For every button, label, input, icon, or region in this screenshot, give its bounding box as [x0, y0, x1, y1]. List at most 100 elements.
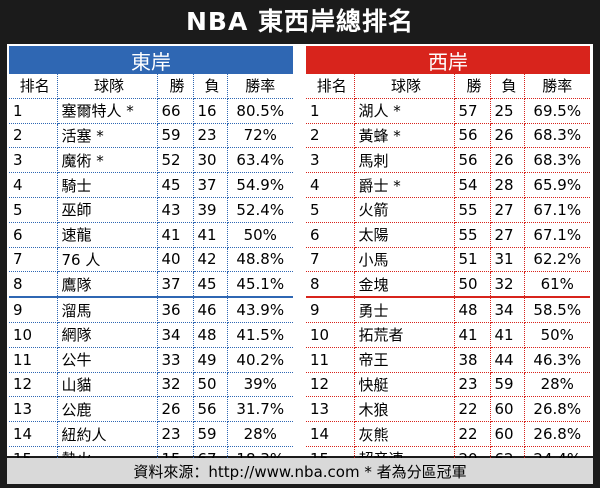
win-pct-cell: 58.5% [524, 297, 590, 323]
win-pct-cell: 62.2% [524, 247, 590, 273]
table-row: 5 火箭 55 27 67.1% [306, 197, 590, 223]
page-title: NBA 東西岸總排名 [185, 7, 415, 36]
win-pct-cell: 63.4% [227, 147, 293, 174]
rank-cell: 4 [9, 172, 58, 198]
east-standings-table: 排名 球隊 勝 負 勝率 1 塞爾特人 * 66 16 80.5% 2 活塞 * 59 23 72… [9, 74, 293, 472]
table-row: 7 76 人 40 42 48.8% [9, 247, 293, 273]
team-cell: 76 人 [57, 247, 158, 273]
team-cell: 魔術 * [57, 147, 158, 174]
east-standings-panel: 東岸 排名 球隊 勝 負 勝率 1 塞爾特人 * 66 16 80.5% 2 活塞 * 59 2… [9, 46, 293, 472]
wins-cell: 45 [157, 172, 194, 198]
losses-cell: 23 [193, 123, 228, 149]
wins-cell: 50 [454, 271, 491, 299]
wins-cell: 59 [157, 123, 194, 149]
team-cell: 金塊 [354, 271, 455, 299]
team-cell: 活塞 * [57, 123, 158, 149]
team-cell: 拓荒者 [354, 322, 455, 348]
table-row: 11 帝王 38 44 46.3% [306, 347, 590, 373]
table-row: 13 木狼 22 60 26.8% [306, 396, 590, 423]
losses-cell: 27 [490, 222, 525, 248]
wins-cell: 56 [454, 147, 491, 174]
west-conference-header: 西岸 [306, 46, 590, 74]
wins-cell: 55 [454, 197, 491, 223]
win-pct-cell: 50% [227, 222, 293, 248]
wins-cell: 48 [454, 297, 491, 323]
team-cell: 公牛 [57, 347, 158, 373]
win-pct-cell: 67.1% [524, 197, 590, 223]
losses-cell: 49 [193, 347, 228, 373]
win-pct-cell: 41.5% [227, 322, 293, 348]
losses-cell: 39 [193, 197, 228, 223]
table-row: 8 金塊 50 32 61% [306, 271, 590, 299]
table-row: 1 湖人 * 57 25 69.5% [306, 98, 590, 124]
team-cell: 塞爾特人 * [57, 98, 158, 124]
rank-cell: 4 [306, 172, 355, 198]
win-pct-cell: 28% [227, 421, 293, 447]
win-pct-cell: 26.8% [524, 396, 590, 423]
rank-cell: 2 [306, 123, 355, 149]
table-row: 11 公牛 33 49 40.2% [9, 347, 293, 373]
team-cell: 公鹿 [57, 396, 158, 423]
team-cell: 黃蜂 * [354, 123, 455, 149]
table-row: 9 勇士 48 34 58.5% [306, 297, 590, 323]
win-pct-cell: 68.3% [524, 123, 590, 149]
win-pct-cell: 31.7% [227, 396, 293, 423]
rank-cell: 6 [306, 222, 355, 248]
table-row: 9 溜馬 36 46 43.9% [9, 297, 293, 323]
rank-cell: 5 [306, 197, 355, 223]
table-row: 14 紐約人 23 59 28% [9, 421, 293, 447]
losses-cell: 60 [490, 396, 525, 423]
rank-cell: 7 [9, 247, 58, 273]
losses-cell: 46 [193, 297, 228, 323]
team-cell: 巫師 [57, 197, 158, 223]
west-header-row: 排名 球隊 勝 負 勝率 [306, 74, 590, 99]
losses-cell: 26 [490, 123, 525, 149]
wins-cell: 36 [157, 297, 194, 323]
east-header-row: 排名 球隊 勝 負 勝率 [9, 74, 293, 99]
losses-cell: 30 [193, 147, 228, 174]
rank-cell: 10 [306, 322, 355, 348]
col-wins: 勝 [454, 74, 491, 99]
losses-cell: 45 [193, 271, 228, 299]
team-cell: 溜馬 [57, 297, 158, 323]
losses-cell: 50 [193, 372, 228, 398]
wins-cell: 40 [157, 247, 194, 273]
win-pct-cell: 68.3% [524, 147, 590, 174]
rank-cell: 12 [306, 372, 355, 398]
losses-cell: 48 [193, 322, 228, 348]
wins-cell: 22 [454, 396, 491, 423]
wins-cell: 41 [157, 222, 194, 248]
wins-cell: 55 [454, 222, 491, 248]
team-cell: 木狼 [354, 396, 455, 423]
wins-cell: 34 [157, 322, 194, 348]
table-row: 2 黃蜂 * 56 26 68.3% [306, 123, 590, 149]
wins-cell: 51 [454, 247, 491, 273]
table-row: 5 巫師 43 39 52.4% [9, 197, 293, 223]
col-win-pct: 勝率 [227, 74, 293, 99]
table-row: 12 山貓 32 50 39% [9, 372, 293, 398]
rank-cell: 13 [306, 396, 355, 423]
table-row: 7 小馬 51 31 62.2% [306, 247, 590, 273]
win-pct-cell: 72% [227, 123, 293, 149]
rank-cell: 1 [9, 98, 58, 124]
team-cell: 小馬 [354, 247, 455, 273]
east-conference-header: 東岸 [9, 46, 293, 74]
col-wins: 勝 [157, 74, 194, 99]
team-cell: 紐約人 [57, 421, 158, 447]
losses-cell: 31 [490, 247, 525, 273]
wins-cell: 33 [157, 347, 194, 373]
team-cell: 山貓 [57, 372, 158, 398]
rank-cell: 14 [306, 421, 355, 447]
rank-cell: 14 [9, 421, 58, 447]
source-footer: 資料來源：http://www.nba.com * 者為分區冠軍 [7, 458, 593, 484]
team-cell: 鷹隊 [57, 271, 158, 299]
wins-cell: 26 [157, 396, 194, 423]
losses-cell: 34 [490, 297, 525, 323]
table-row: 1 塞爾特人 * 66 16 80.5% [9, 98, 293, 124]
wins-cell: 38 [454, 347, 491, 373]
rank-cell: 6 [9, 222, 58, 248]
win-pct-cell: 28% [524, 372, 590, 398]
team-cell: 馬刺 [354, 147, 455, 174]
rank-cell: 5 [9, 197, 58, 223]
rank-cell: 7 [306, 247, 355, 273]
